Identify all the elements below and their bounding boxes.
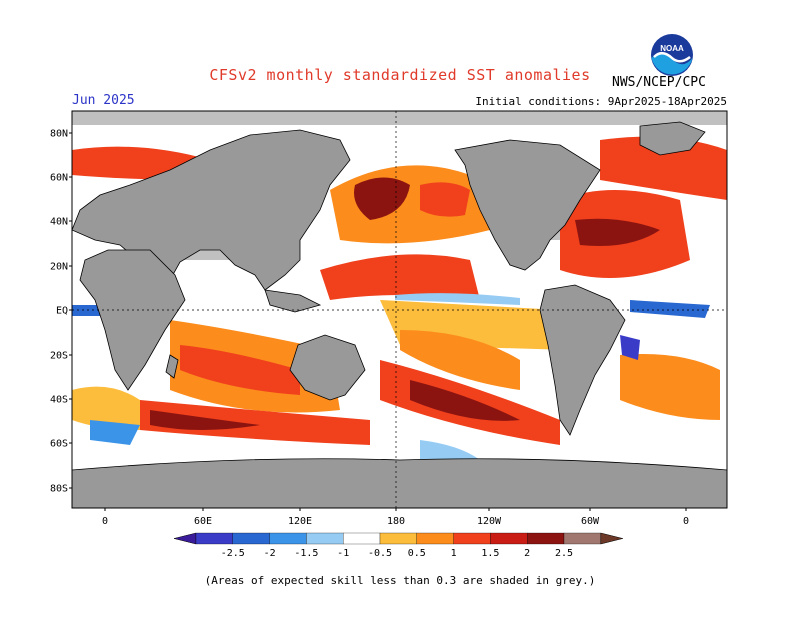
- anomaly-southern-ocean-indian-b: [150, 410, 260, 430]
- maritime-continent-landmass: [264, 289, 322, 313]
- colorbar-box: [343, 532, 381, 545]
- anomaly-southern-atlantic-cool: [90, 420, 140, 445]
- colorbar-box: [269, 532, 307, 545]
- colorbar-tick-label: -2.5: [221, 548, 245, 559]
- anomaly-kuroshio: [354, 177, 410, 220]
- anomaly-south-atlantic-east: [72, 386, 140, 430]
- lon-label: 0: [102, 516, 108, 527]
- colorbar-box: [563, 532, 601, 545]
- lon-label: 60W: [581, 516, 600, 527]
- colorbar-tick-label: 2.5: [555, 548, 573, 559]
- anomaly-north-atlantic-core: [575, 218, 660, 246]
- map-axis-labels: 80N 60N 40N 20N EQ 20S 40S 60S 80S 0 60E 120E 180 120…: [50, 129, 689, 528]
- colorbar-tick-label: -2: [264, 548, 276, 559]
- colorbar-arrow-low: [173, 532, 197, 545]
- lat-label: 60S: [50, 439, 68, 450]
- land-masses: [72, 121, 727, 508]
- lon-label: 0: [683, 516, 689, 527]
- anomaly-npac-east: [420, 182, 470, 217]
- anomaly-equatorial-pacific-cool: [395, 293, 520, 305]
- anomaly-nordic-seas: [600, 136, 727, 200]
- africa-landmass: [79, 249, 186, 391]
- lon-label: 120W: [477, 516, 502, 527]
- anomaly-southern-pacific-cool: [420, 440, 480, 460]
- lon-label: 120E: [288, 516, 312, 527]
- anomaly-north-pacific-tropical: [320, 254, 480, 300]
- agency-label: NWS/NCEP/CPC: [612, 75, 706, 90]
- colorbar-box: [416, 532, 454, 545]
- forecast-month: Jun 2025: [72, 93, 135, 108]
- lat-label: 20N: [50, 262, 68, 273]
- north-america-landmass: [454, 139, 601, 271]
- colorbar-box: [527, 532, 565, 545]
- initial-conditions-label: Initial conditions: 9Apr2025-18Apr2025: [475, 95, 727, 108]
- lat-label: 60N: [50, 173, 68, 184]
- lat-label: 40S: [50, 395, 68, 406]
- anomaly-south-atlantic: [620, 354, 720, 420]
- colorbar-tick-label: 0.5: [408, 548, 426, 559]
- noaa-logo: NOAA: [651, 34, 693, 76]
- south-america-landmass: [539, 284, 626, 436]
- lon-label: 60E: [194, 516, 212, 527]
- lat-label: 20S: [50, 351, 68, 362]
- antarctica-landmass: [72, 458, 727, 508]
- lon-label: 180: [387, 516, 405, 527]
- colorbar-tick-label: 1: [451, 548, 457, 559]
- anomaly-equatorial-atlantic-cool: [630, 300, 710, 318]
- chart-title: CFSv2 monthly standardized SST anomalies: [209, 66, 591, 84]
- lat-label: 80N: [50, 129, 68, 140]
- lat-label: 40N: [50, 217, 68, 228]
- colorbar-box: [195, 532, 233, 545]
- anomaly-southern-ocean-indian: [140, 400, 370, 445]
- anomaly-brazil-coast-cool: [620, 335, 640, 360]
- anomaly-indian-ocean-south: [180, 345, 300, 395]
- colorbar-box: [379, 532, 417, 545]
- colorbar-box: [232, 532, 270, 545]
- anomaly-south-pacific-c: [410, 380, 520, 421]
- colorbar-tick-label: -1: [337, 548, 349, 559]
- greenland-landmass: [639, 121, 706, 156]
- colorbar-tick-label: -1.5: [294, 548, 318, 559]
- colorbar-arrow-high: [600, 532, 623, 545]
- logo-text: NOAA: [660, 44, 684, 53]
- colorbar-box: [306, 532, 344, 545]
- lat-label: EQ: [56, 306, 68, 317]
- lat-label: 80S: [50, 484, 68, 495]
- anomaly-south-pacific-a: [400, 330, 520, 390]
- australia-landmass: [289, 334, 366, 401]
- madagascar-landmass: [165, 354, 179, 379]
- colorbar-tick-label: 2: [524, 548, 530, 559]
- colorbar-tick-label: 1.5: [481, 548, 499, 559]
- colorbar-tick-label: -0.5: [368, 548, 392, 559]
- skill-note: (Areas of expected skill less than 0.3 a…: [204, 574, 596, 587]
- map-gridlines: [72, 111, 727, 508]
- colorbar-box: [490, 532, 528, 545]
- colorbar-box: [453, 532, 491, 545]
